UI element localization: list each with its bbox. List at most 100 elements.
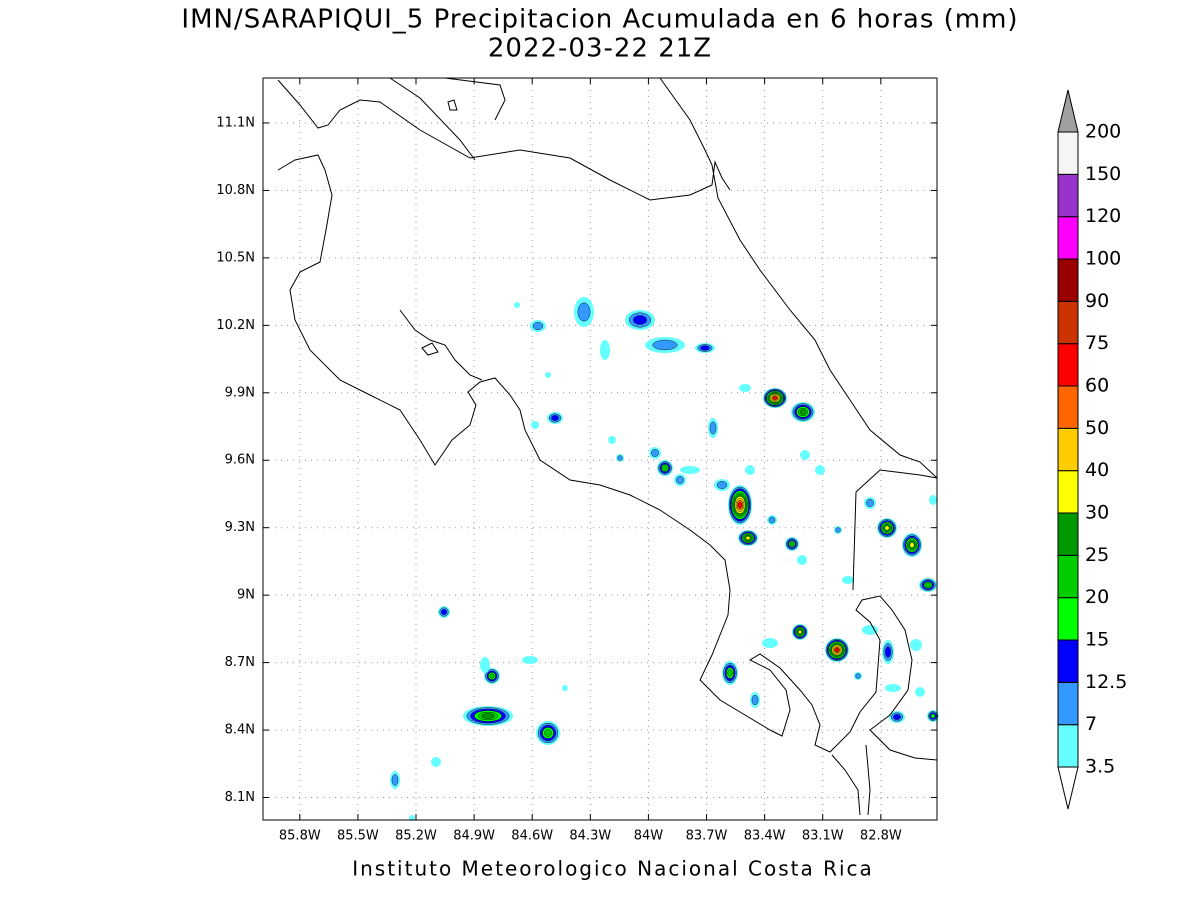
colorbar-bin xyxy=(1057,512,1079,556)
colorbar-bin xyxy=(1057,597,1079,641)
y-tick-label: 10.2N xyxy=(216,318,255,333)
rain-contour xyxy=(797,555,807,565)
coastline xyxy=(659,77,938,479)
colorbar-label: 100 xyxy=(1085,248,1121,270)
rain-contour xyxy=(676,476,684,484)
rain-contour xyxy=(481,713,495,719)
rain-contour xyxy=(815,465,825,475)
rain-contour xyxy=(544,729,552,737)
colorbar-under xyxy=(1057,766,1079,810)
colorbar-label: 25 xyxy=(1085,544,1109,566)
x-tick-label: 84.9W xyxy=(453,829,495,844)
colorbar-label: 12.5 xyxy=(1085,671,1127,693)
rain-contour xyxy=(909,542,915,548)
coastline xyxy=(277,154,938,761)
rain-contour xyxy=(835,527,841,533)
coastline xyxy=(852,469,938,591)
colorbar-label: 90 xyxy=(1085,290,1109,312)
grid xyxy=(263,78,937,820)
colorbar-bin xyxy=(1057,470,1079,514)
y-tick-label: 10.8N xyxy=(216,183,255,198)
rain-contour xyxy=(431,757,441,767)
x-tick-label: 83.1W xyxy=(802,829,844,844)
rain-contour xyxy=(716,481,728,489)
x-tick-label: 85.5W xyxy=(337,829,379,844)
colorbar-bin xyxy=(1057,131,1079,175)
rain-contour xyxy=(514,302,520,308)
colorbar-bin xyxy=(1057,343,1079,387)
colorbar-label: 200 xyxy=(1085,121,1121,143)
y-tick-label: 9.6N xyxy=(225,453,255,468)
colorbar-bin xyxy=(1057,427,1079,472)
rain-contour xyxy=(762,638,778,648)
axes: 85.8W 85.5W 85.2W 84.9W 84.6W 84.3W 84W 83.7W 83… xyxy=(216,78,937,844)
rain-contour xyxy=(800,450,810,460)
x-tick-label: 85.2W xyxy=(395,829,437,844)
rain-contour xyxy=(532,322,544,330)
y-tick-label: 8.7N xyxy=(225,655,255,670)
rain-contour xyxy=(709,421,717,435)
colorbar-label: 30 xyxy=(1085,502,1109,524)
colorbar-over xyxy=(1057,89,1079,133)
rain-contour xyxy=(489,673,495,679)
colorbar-bin xyxy=(1057,258,1079,302)
coastline xyxy=(389,77,476,161)
colorbar-bin xyxy=(1057,724,1079,768)
x-tick-label: 83.4W xyxy=(744,829,786,844)
rain-contour xyxy=(577,302,591,322)
y-tick-label: 8.1N xyxy=(225,790,255,805)
rain-contour xyxy=(545,372,551,378)
map-subtitle: 2022-03-22 21Z xyxy=(488,34,712,64)
rain-contour xyxy=(441,609,447,615)
rain-contour xyxy=(617,455,623,461)
x-tick-label: 82.8W xyxy=(860,829,902,844)
rain-contour xyxy=(651,449,659,457)
rain-contour xyxy=(608,436,616,444)
rain-contour xyxy=(600,340,610,360)
colorbar-label: 75 xyxy=(1085,332,1109,354)
coastline xyxy=(399,309,483,381)
rain-contour xyxy=(531,421,539,429)
rain-contour xyxy=(925,582,931,588)
colorbar-bin xyxy=(1057,385,1079,429)
footer: Instituto Meteorologico Nacional Costa R… xyxy=(352,857,874,881)
rain-contour xyxy=(739,384,751,392)
colorbar-label: 60 xyxy=(1085,375,1109,397)
y-tick-label: 10.5N xyxy=(216,250,255,265)
rain-contour xyxy=(885,684,901,692)
colorbar-label: 3.5 xyxy=(1085,756,1115,778)
y-tick-label: 9.3N xyxy=(225,520,255,535)
colorbar-bin xyxy=(1057,681,1079,726)
colorbar-label: 7 xyxy=(1085,713,1097,735)
x-tick-label: 84.3W xyxy=(569,829,611,844)
rain-contour xyxy=(480,657,490,673)
rain-contour xyxy=(727,669,733,677)
rain-contour xyxy=(662,465,668,471)
x-tick-label: 84.6W xyxy=(511,829,553,844)
rain-contour xyxy=(737,501,743,509)
rain-contour xyxy=(842,576,854,584)
rain-contour xyxy=(772,396,778,400)
rain-contour xyxy=(768,516,776,524)
coastline xyxy=(277,79,731,201)
colorbar-bin xyxy=(1057,639,1079,683)
y-tick-label: 9N xyxy=(237,588,255,603)
map-title: IMN/SARAPIQUI_5 Precipitacion Acumulada … xyxy=(181,5,1018,35)
rain-contour xyxy=(929,495,937,505)
colorbar-label: 15 xyxy=(1085,629,1109,651)
coastline xyxy=(421,342,439,356)
rain-contour xyxy=(884,525,890,531)
rain-contour xyxy=(391,774,399,786)
rain-contour xyxy=(751,694,759,706)
colorbar-bin xyxy=(1057,173,1079,218)
rain-contour xyxy=(834,647,840,653)
rain-contour xyxy=(855,673,861,679)
x-tick-label: 83.7W xyxy=(686,829,728,844)
rain-contour xyxy=(910,639,922,651)
rain-contour xyxy=(633,315,647,325)
colorbar: 3.5 7 12.5 15 20 25 30 40 50 60 75 90 100 120 150 200 xyxy=(1057,89,1127,810)
rain-contour xyxy=(522,656,538,664)
colorbar-bin xyxy=(1057,554,1079,599)
